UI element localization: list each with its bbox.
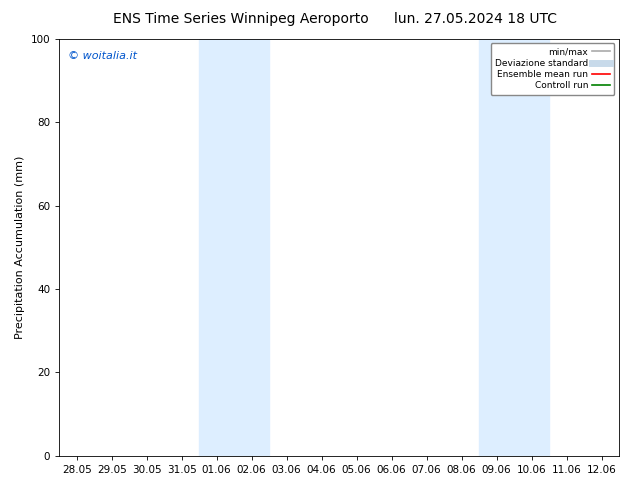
- Y-axis label: Precipitation Accumulation (mm): Precipitation Accumulation (mm): [15, 156, 25, 339]
- Bar: [479, 39, 549, 456]
- Text: © woitalia.it: © woitalia.it: [68, 51, 136, 61]
- Text: lun. 27.05.2024 18 UTC: lun. 27.05.2024 18 UTC: [394, 12, 557, 26]
- Bar: [199, 39, 269, 456]
- Legend: min/max, Deviazione standard, Ensemble mean run, Controll run: min/max, Deviazione standard, Ensemble m…: [491, 43, 614, 95]
- Text: ENS Time Series Winnipeg Aeroporto: ENS Time Series Winnipeg Aeroporto: [113, 12, 369, 26]
